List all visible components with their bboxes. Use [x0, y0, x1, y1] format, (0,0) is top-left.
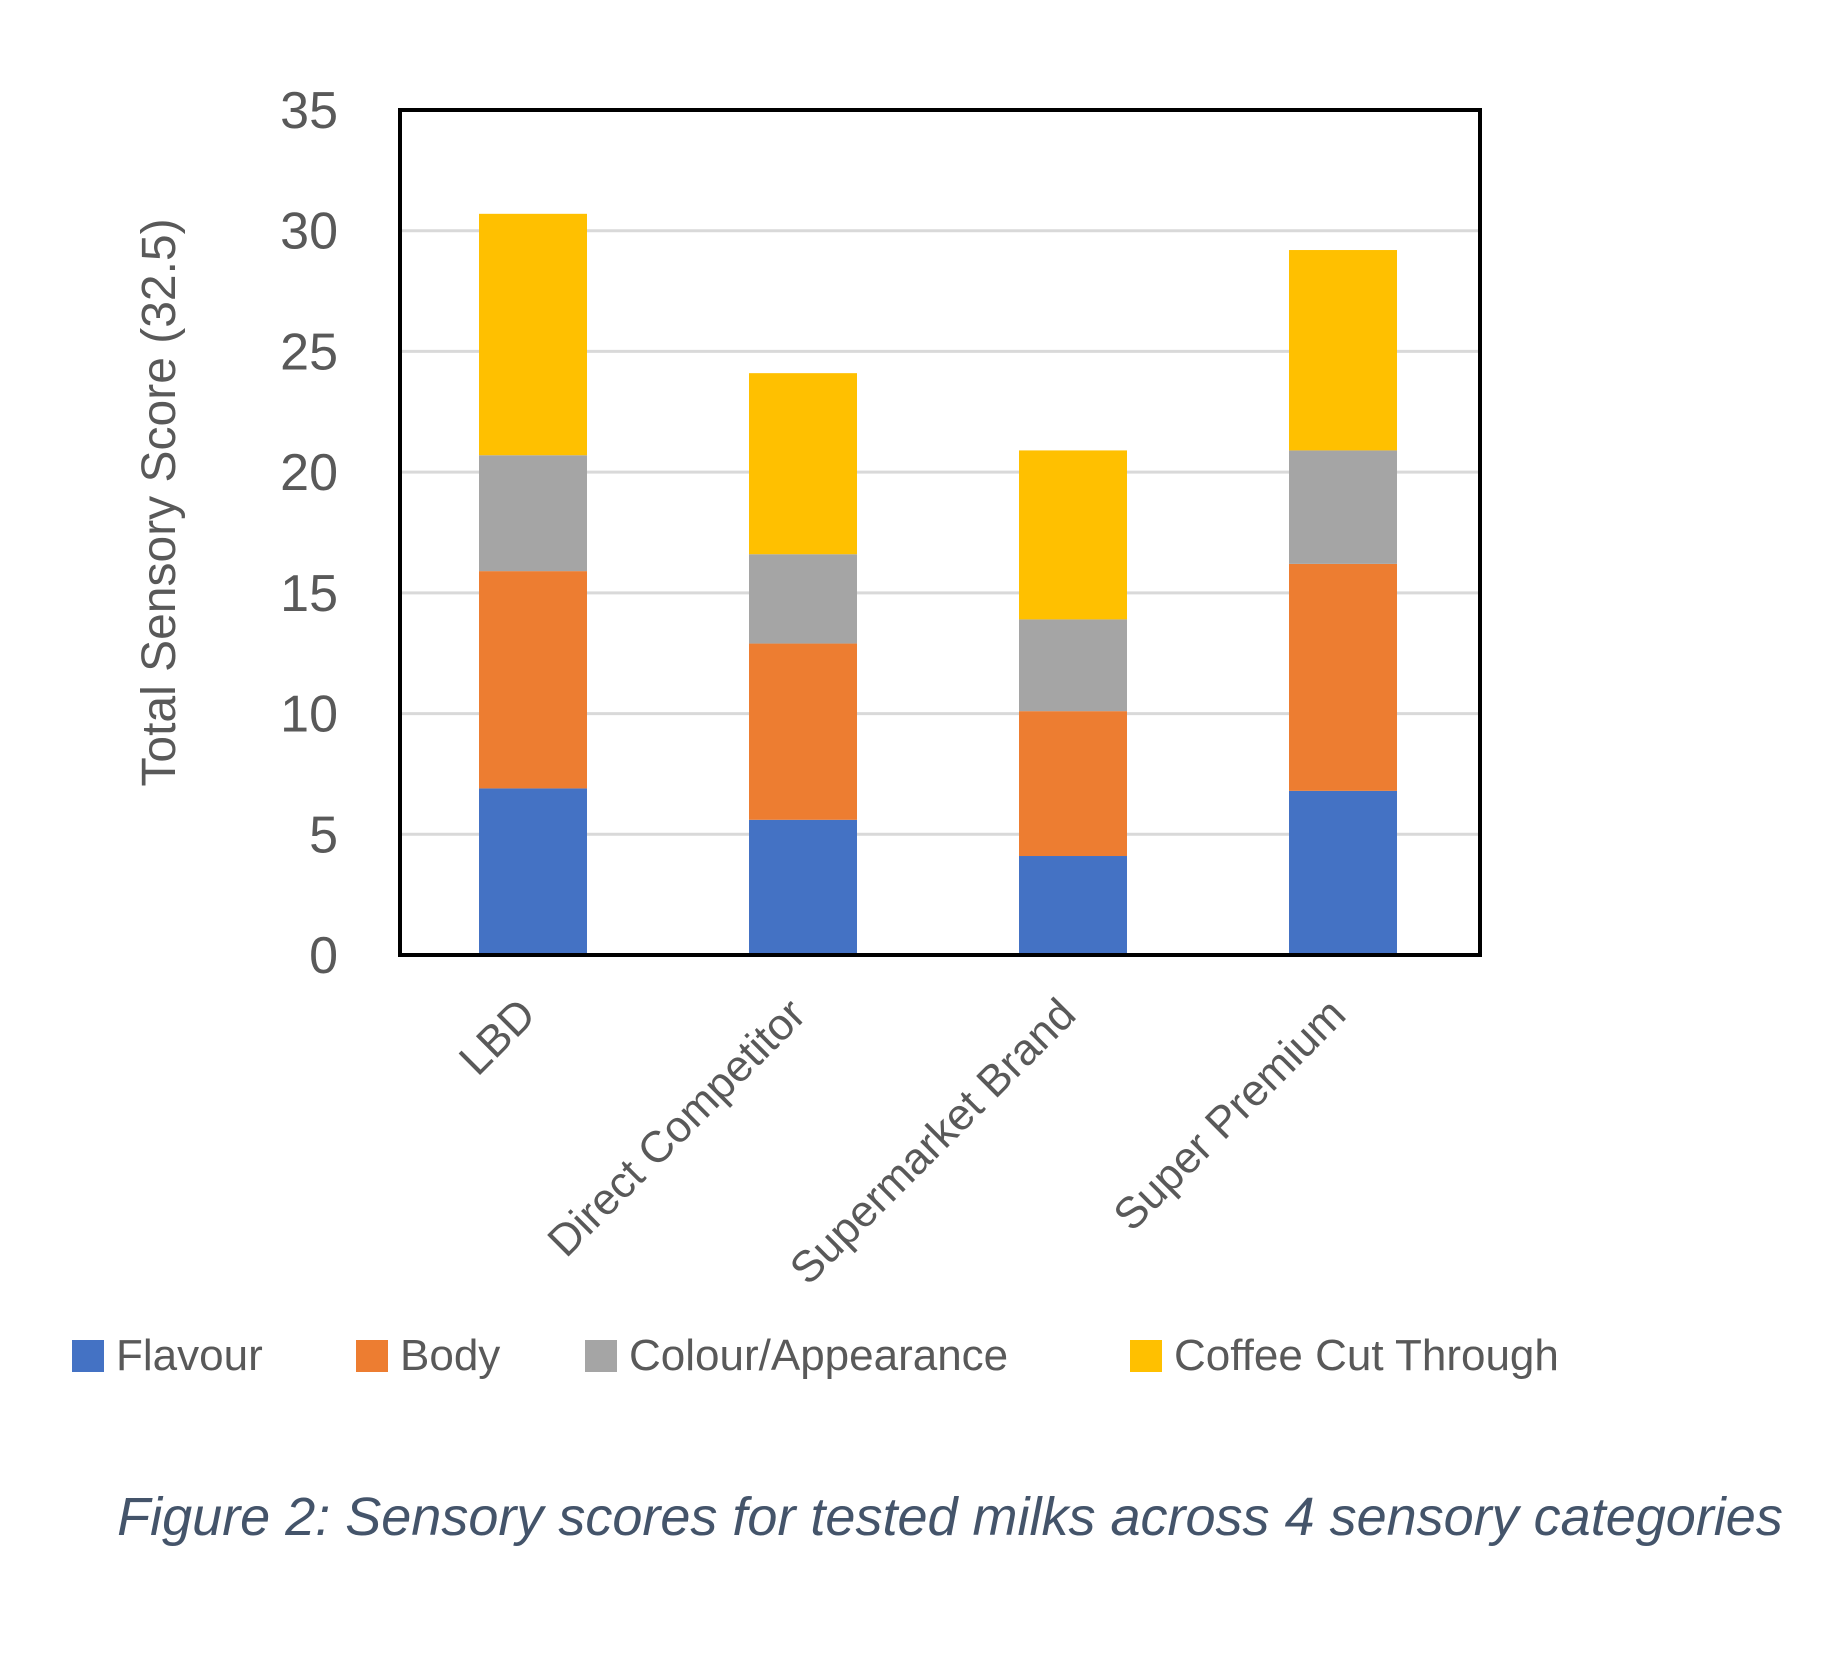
bar-segment	[479, 455, 587, 571]
bar-segment	[749, 820, 857, 955]
figure-caption: Figure 2: Sensory scores for tested milk…	[100, 1475, 1800, 1559]
bar-segment	[479, 214, 587, 455]
legend-swatch	[585, 1340, 617, 1372]
bar-segment	[749, 644, 857, 820]
bar-segment	[1289, 450, 1397, 563]
x-category-label: LBD	[450, 989, 545, 1084]
bar-segment	[479, 571, 587, 788]
bar-segment	[1019, 711, 1127, 856]
bar-segment	[749, 554, 857, 643]
y-tick-label: 10	[280, 686, 338, 744]
y-tick-label: 0	[309, 927, 338, 985]
legend-swatch	[72, 1340, 104, 1372]
legend-item: Coffee Cut Through	[1130, 1331, 1559, 1380]
legend-item: Flavour	[72, 1331, 263, 1380]
y-tick-label: 5	[309, 806, 338, 864]
legend-label: Body	[400, 1331, 500, 1380]
bar-segment	[479, 788, 587, 955]
y-tick-label: 20	[280, 444, 338, 502]
figure: 0 5 10 15 20 25 30 35 LBD Direct Competitor Super…	[0, 0, 1846, 1656]
y-tick-label: 35	[280, 82, 338, 140]
x-category-label: Supermarket Brand	[781, 989, 1085, 1293]
x-category-label: Direct Competitor	[538, 989, 815, 1266]
y-axis-title: Total Sensory Score (32.5)	[133, 218, 186, 786]
legend-label: Coffee Cut Through	[1174, 1331, 1559, 1380]
bar-segment	[1289, 564, 1397, 791]
y-tick-label: 15	[280, 565, 338, 623]
legend-item: Body	[356, 1331, 500, 1380]
bar-segment	[1019, 619, 1127, 711]
bar-segment	[1019, 856, 1127, 955]
legend-label: Flavour	[116, 1331, 263, 1380]
bar-segment	[749, 373, 857, 554]
legend-swatch	[1130, 1340, 1162, 1372]
bar-segment	[1019, 450, 1127, 619]
legend: Flavour Body Colour/Appearance Coffee Cut T…	[72, 1331, 1559, 1380]
legend-item: Colour/Appearance	[585, 1331, 1008, 1380]
legend-swatch	[356, 1340, 388, 1372]
y-tick-labels: 0 5 10 15 20 25 30 35	[280, 82, 338, 985]
y-tick-label: 30	[280, 203, 338, 261]
bars	[479, 214, 1397, 955]
y-tick-label: 25	[280, 323, 338, 381]
bar-segment	[1289, 791, 1397, 955]
x-category-label: Super Premium	[1104, 989, 1355, 1240]
legend-label: Colour/Appearance	[629, 1331, 1008, 1380]
bar-segment	[1289, 250, 1397, 450]
